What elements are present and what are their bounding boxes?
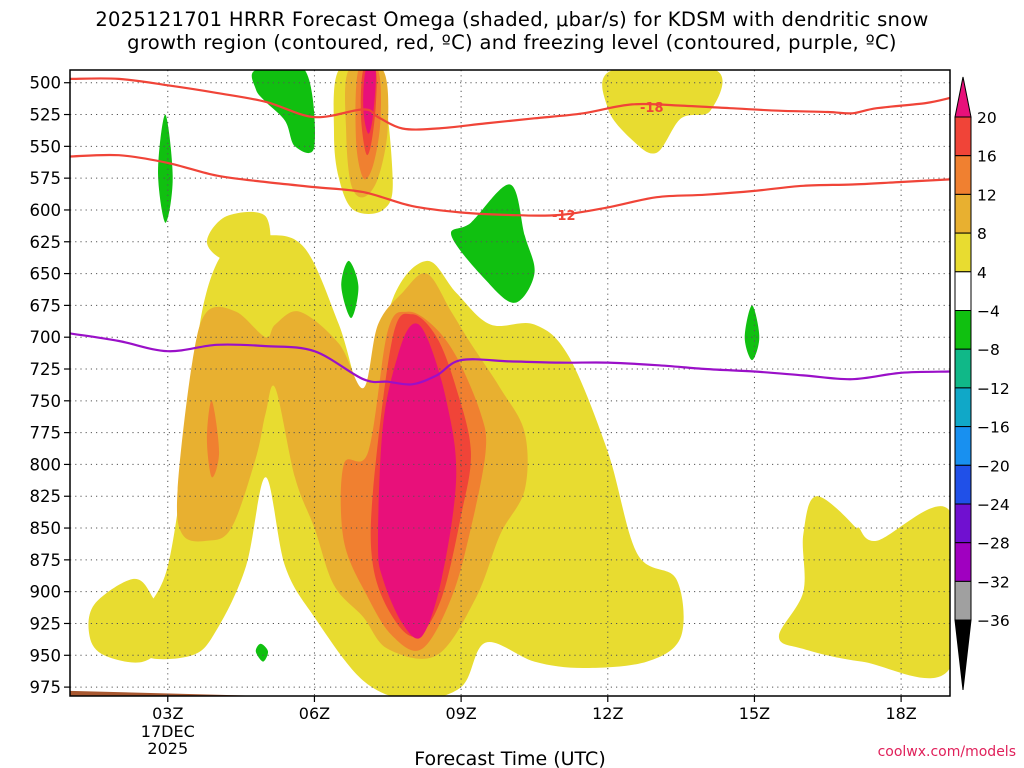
colorbar-tick-label: −20	[977, 457, 1010, 475]
omega-region-2-1	[206, 400, 220, 478]
colorbar-segment	[954, 271, 972, 311]
y-axis: 500 525 550 575 600 625 650 675 700 725 750 775 800 8…	[30, 74, 70, 697]
y-tick-label: 625	[30, 233, 62, 252]
colorbar: 20 16 12 8 4 −4 −8 −12 −16 −20 −24 −28 −32 −36	[954, 76, 1010, 691]
contour-label: -12	[552, 209, 576, 224]
x-tick-label: 18Z	[885, 704, 916, 723]
colorbar-segment	[954, 542, 972, 582]
y-tick-label: 500	[30, 74, 62, 93]
colorbar-segment	[954, 580, 972, 621]
colorbar-tick-label: −32	[977, 573, 1010, 591]
x-tick-label: 12Z	[592, 704, 623, 723]
colorbar-segment	[954, 310, 972, 350]
y-tick-label: 950	[30, 646, 62, 665]
title-line-2: growth region (contoured, red, ºC) and f…	[127, 31, 897, 54]
x-tick-label: 09Z	[445, 704, 476, 723]
colorbar-segment	[954, 503, 972, 544]
colorbar-tick-label: 12	[977, 186, 997, 204]
chart-title: 2025121701 HRRR Forecast Omega (shaded, …	[0, 8, 1024, 54]
y-tick-label: 800	[30, 455, 62, 474]
colorbar-tick-label: −8	[977, 341, 1000, 359]
y-tick-label: 575	[30, 169, 62, 188]
y-tick-label: 875	[30, 551, 62, 570]
y-tick-label: 700	[30, 328, 62, 347]
colorbar-segment	[954, 464, 972, 505]
colorbar-tick-label: −16	[977, 419, 1010, 437]
colorbar-segment	[954, 387, 972, 428]
omega-region-5-5	[255, 643, 269, 662]
y-tick-label: 900	[30, 583, 62, 602]
omega-region-5-4	[744, 305, 760, 361]
omega-shading	[88, 70, 950, 696]
credit-text: coolwx.com/models	[877, 744, 1016, 760]
colorbar-tick-label: 4	[977, 264, 987, 282]
y-tick-label: 775	[30, 424, 62, 443]
colorbar-top-triangle	[954, 76, 972, 118]
colorbar-tick-label: −12	[977, 380, 1010, 398]
omega-region-0-1	[206, 211, 271, 265]
colorbar-tick-label: −4	[977, 303, 1000, 321]
y-tick-label: 725	[30, 360, 62, 379]
x-tick-label: 03Z	[152, 704, 183, 723]
y-tick-label: 925	[30, 614, 62, 633]
colorbar-tick-label: 16	[977, 148, 997, 166]
omega-region-4-0	[378, 323, 457, 639]
omega-region-5-2	[341, 260, 359, 319]
colorbar-bottom-triangle	[954, 619, 972, 691]
contour-lines	[70, 77, 950, 386]
y-tick-label: 825	[30, 487, 62, 506]
contour-label: -18	[640, 101, 664, 116]
omega-region-0-5	[88, 578, 168, 663]
omega-region-4-1	[363, 70, 376, 134]
omega-region-0-4	[778, 496, 950, 679]
grid-lines	[70, 70, 950, 696]
contour-line-1	[70, 153, 950, 217]
contour-labels: -18 -12	[552, 101, 664, 224]
colorbar-segment	[954, 348, 972, 389]
x-axis-label: Forecast Time (UTC)	[414, 748, 605, 768]
colorbar-segment	[954, 155, 972, 195]
y-tick-label: 650	[30, 265, 62, 284]
omega-region-5-0	[251, 70, 315, 154]
y-tick-label: 675	[30, 296, 62, 315]
omega-region-0-3	[602, 70, 723, 154]
colorbar-segment	[954, 193, 972, 234]
date-label: 17DEC	[141, 722, 195, 741]
x-tick-label: 15Z	[739, 704, 770, 723]
colorbar-segment	[954, 116, 972, 157]
colorbar-segment	[954, 232, 972, 273]
title-line-1: 2025121701 HRRR Forecast Omega (shaded, …	[95, 8, 929, 31]
y-tick-label: 750	[30, 392, 62, 411]
colorbar-tick-label: −28	[977, 535, 1010, 553]
colorbar-tick-label: −24	[977, 496, 1010, 514]
contour-line-2	[70, 332, 950, 386]
colorbar-tick-label: 20	[977, 109, 997, 127]
date-label: 2025	[147, 739, 188, 758]
y-tick-label: 550	[30, 137, 62, 156]
colorbar-segment	[954, 426, 972, 466]
contour-line-0	[70, 77, 950, 131]
omega-region-5-1	[158, 114, 173, 223]
y-tick-label: 525	[30, 106, 62, 125]
colorbar-tick-label: −36	[977, 612, 1010, 630]
y-tick-label: 600	[30, 201, 62, 220]
plot-frame	[69, 69, 951, 697]
omega-region-5-3	[450, 184, 535, 303]
x-tick-label: 06Z	[299, 704, 330, 723]
y-tick-label: 975	[30, 678, 62, 697]
y-tick-label: 850	[30, 519, 62, 538]
colorbar-tick-label: 8	[977, 225, 987, 243]
